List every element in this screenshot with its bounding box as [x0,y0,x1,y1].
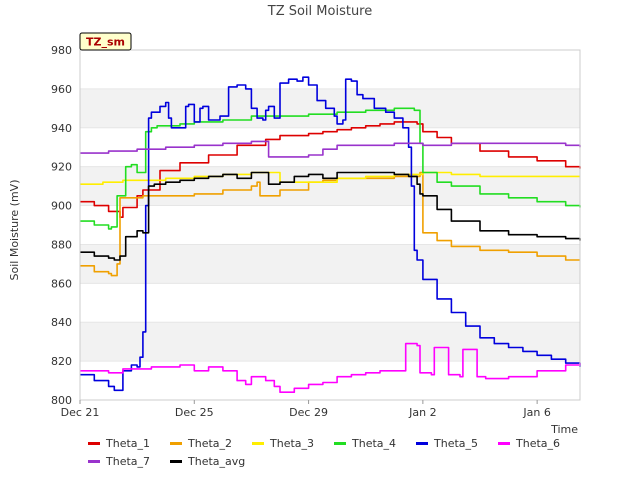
series-line-theta-7 [80,140,581,158]
series-line-theta-avg [80,171,581,261]
legend-item: Theta_4 [334,434,416,452]
series-line-theta-5 [80,76,581,392]
legend-item: Theta_7 [88,452,170,470]
background-band [80,50,580,89]
legend-label: Theta_7 [106,454,151,468]
legend-label: Theta_3 [270,436,315,450]
legend-swatch [88,441,100,445]
series-line-theta-4 [80,107,581,230]
legend-swatch [498,441,510,445]
y-tick-label: 940 [51,122,72,135]
y-tick-label: 860 [51,277,72,290]
y-tick-label: 820 [51,355,72,368]
x-tick-label: Dec 21 [61,406,100,419]
tz-sm-badge: TZ_sm [79,32,132,51]
x-axis-label: Time [550,423,578,436]
legend-item: Theta_3 [252,434,334,452]
legend-item: Theta_5 [416,434,498,452]
legend-item: Theta_1 [88,434,170,452]
plot-frame [79,49,581,401]
legend-label: Theta_5 [434,436,479,450]
y-tick-labels: 800 820 840 860 880 900 920 940 960 980 [51,44,72,407]
y-tick-label: 800 [51,394,72,407]
background-band [80,283,580,323]
x-tick-labels: Dec 21 Dec 25 Dec 29 Jan 2 Jan 6 [61,400,551,419]
legend: Theta_1 Theta_2 Theta_3 Theta_4 Theta_5 Theta… [88,434,628,470]
x-tick-label: Jan 2 [408,406,436,419]
x-tick-label: Dec 25 [175,406,214,419]
x-tick-label: Dec 29 [289,406,328,419]
badge-label: TZ_sm [86,36,125,49]
background-band [80,205,580,245]
y-tick-label: 960 [51,83,72,96]
y-tick-label: 840 [51,316,72,329]
legend-swatch [252,441,264,445]
y-tick-label: 920 [51,161,72,174]
series-lines [80,76,581,393]
series-line-theta-2 [80,171,580,277]
legend-label: Theta_1 [106,436,151,450]
legend-item: Theta_avg [170,452,252,470]
background-band [80,166,580,206]
y-tick-label: 980 [51,44,72,57]
legend-item: Theta_6 [498,434,580,452]
background-band [80,127,580,167]
legend-swatch [170,459,182,463]
background-bands [80,50,580,400]
y-axis-label: Soil Moisture (mV) [8,180,21,281]
legend-swatch [334,441,346,445]
legend-label: Theta_avg [188,454,246,468]
legend-label: Theta_2 [188,436,233,450]
legend-swatch [170,441,182,445]
chart-title: TZ Soil Moisture [267,4,373,19]
series-line-theta-6 [80,342,581,393]
legend-label: Theta_6 [516,436,561,450]
background-band [80,322,580,362]
legend-swatch [88,459,100,463]
legend-label: Theta_4 [352,436,397,450]
legend-swatch [416,441,428,445]
y-tick-label: 900 [51,200,72,213]
x-tick-label: Jan 6 [522,406,550,419]
y-tick-label: 880 [51,238,72,251]
legend-item: Theta_2 [170,434,252,452]
